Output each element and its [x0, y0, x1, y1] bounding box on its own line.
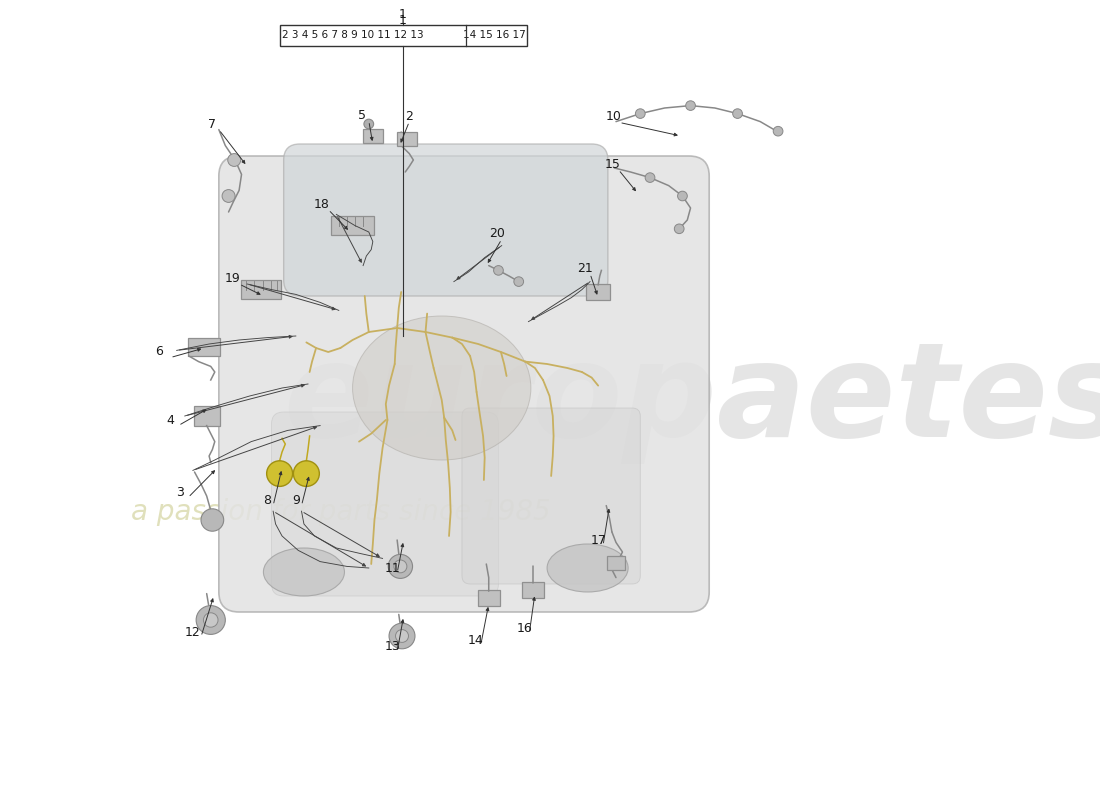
Text: 1: 1 [399, 8, 407, 21]
Text: 10: 10 [606, 110, 621, 122]
Text: 6: 6 [155, 346, 163, 358]
Text: 4: 4 [166, 414, 174, 426]
Circle shape [228, 154, 241, 166]
Text: 17: 17 [591, 534, 606, 546]
Text: 9: 9 [292, 494, 300, 506]
FancyBboxPatch shape [331, 216, 374, 235]
Text: 7: 7 [208, 118, 217, 130]
FancyBboxPatch shape [284, 144, 608, 296]
FancyBboxPatch shape [522, 582, 544, 598]
Circle shape [678, 191, 688, 201]
Text: europaetes: europaetes [284, 337, 1100, 463]
Circle shape [364, 119, 374, 129]
Text: 11: 11 [384, 562, 400, 574]
Text: 2: 2 [406, 110, 414, 122]
Circle shape [733, 109, 742, 118]
Circle shape [636, 109, 646, 118]
Circle shape [196, 606, 225, 634]
Text: 19: 19 [224, 272, 241, 285]
Text: 3: 3 [176, 486, 184, 498]
Text: 18: 18 [314, 198, 330, 210]
Circle shape [514, 277, 524, 286]
FancyBboxPatch shape [188, 338, 220, 356]
FancyBboxPatch shape [462, 408, 640, 584]
Text: 13: 13 [384, 640, 400, 653]
Circle shape [266, 461, 293, 486]
FancyBboxPatch shape [272, 412, 498, 596]
Text: 15: 15 [605, 158, 620, 170]
Text: 16: 16 [517, 622, 532, 634]
Text: 21: 21 [578, 262, 593, 274]
Circle shape [685, 101, 695, 110]
Circle shape [494, 266, 504, 275]
FancyBboxPatch shape [586, 284, 611, 300]
Circle shape [396, 630, 408, 642]
Circle shape [201, 509, 223, 531]
FancyBboxPatch shape [477, 590, 499, 606]
FancyBboxPatch shape [219, 156, 710, 612]
FancyBboxPatch shape [397, 132, 417, 146]
Circle shape [204, 613, 218, 627]
Circle shape [674, 224, 684, 234]
Text: a passion for parts since 1985: a passion for parts since 1985 [131, 498, 550, 526]
FancyBboxPatch shape [241, 280, 282, 299]
Circle shape [389, 623, 415, 649]
Circle shape [222, 190, 235, 202]
Ellipse shape [547, 544, 628, 592]
Circle shape [394, 560, 407, 573]
FancyBboxPatch shape [607, 556, 625, 570]
Text: 12: 12 [185, 626, 201, 638]
FancyBboxPatch shape [363, 129, 383, 143]
Circle shape [646, 173, 654, 182]
Text: 8: 8 [264, 494, 272, 506]
Ellipse shape [353, 316, 531, 460]
Text: 5: 5 [359, 109, 366, 122]
Circle shape [773, 126, 783, 136]
FancyBboxPatch shape [194, 406, 220, 426]
Circle shape [294, 461, 319, 486]
Text: 14: 14 [468, 634, 484, 646]
Text: 1: 1 [399, 14, 407, 27]
Text: 14 15 16 17: 14 15 16 17 [463, 30, 526, 40]
Text: 2 3 4 5 6 7 8 9 10 11 12 13: 2 3 4 5 6 7 8 9 10 11 12 13 [282, 30, 424, 40]
Circle shape [388, 554, 412, 578]
Text: 20: 20 [488, 227, 505, 240]
Ellipse shape [263, 548, 344, 596]
